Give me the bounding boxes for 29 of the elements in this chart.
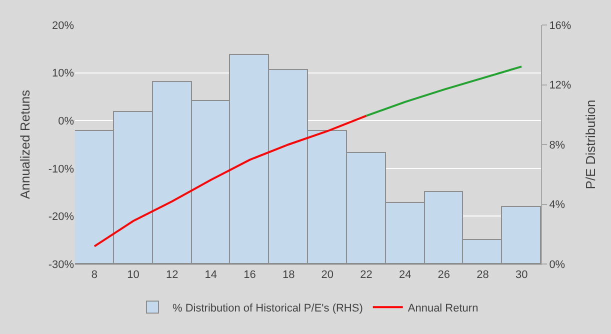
y-tick-label: -30%: [48, 258, 74, 271]
x-tick-label: 20: [321, 269, 334, 282]
x-tick-label: 18: [282, 269, 295, 282]
legend-label: Annual Return: [408, 302, 478, 314]
y-axis-title: Annualized Retuns: [17, 89, 32, 200]
y-tick-label: -10%: [48, 163, 74, 176]
y-tick-label: 0%: [58, 115, 74, 128]
y2-tick-label: 12%: [549, 80, 572, 92]
y2-tick-label: 0%: [549, 258, 566, 271]
x-tick-label: 28: [476, 269, 489, 282]
x-tick-label: 24: [398, 269, 412, 282]
y2-tick-label: 4%: [549, 199, 566, 212]
line-series: [365, 66, 523, 117]
x-tick-label: 14: [204, 269, 218, 282]
x-tick-label: 30: [515, 269, 528, 282]
y2-axis-title: P/E Distribution: [583, 100, 598, 190]
y2-tick-label: 16%: [549, 20, 572, 32]
x-tick-label: 8: [91, 269, 98, 282]
y-tick-label: 10%: [52, 68, 74, 80]
legend-label: % Distribution of Historical P/E's (RHS): [172, 302, 363, 314]
y-tick-label: 20%: [52, 20, 74, 32]
x-tick-label: 26: [438, 269, 450, 282]
x-tick-label: 10: [127, 269, 140, 282]
line-series: [93, 114, 368, 248]
x-tick-label: 12: [166, 269, 178, 282]
y2-tick-label: 8%: [549, 139, 566, 152]
y-tick-label: -20%: [48, 211, 74, 224]
x-tick-label: 16: [244, 269, 256, 282]
x-tick-label: 22: [360, 269, 372, 282]
